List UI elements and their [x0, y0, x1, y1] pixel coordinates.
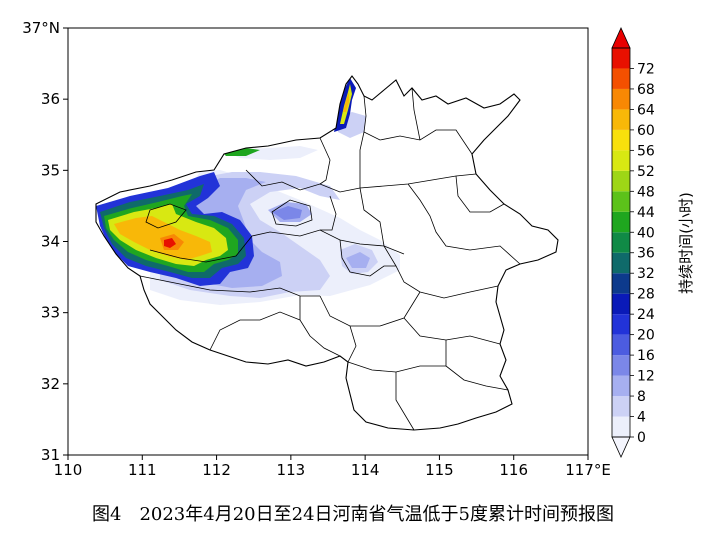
colorbar-segment [612, 396, 630, 417]
county-boundary [319, 291, 421, 327]
colorbar-segment [612, 48, 630, 69]
colorbar-segment [612, 232, 630, 253]
colorbar-tick-label: 72 [637, 61, 655, 77]
contour-fill-north-strip-hot [343, 92, 349, 112]
county-boundary [299, 296, 341, 357]
contour-fill-12-16 [272, 206, 302, 220]
colorbar-segment [612, 293, 630, 315]
county-boundary [320, 195, 337, 231]
contour-fill-north-band [222, 148, 260, 156]
lat-tick-label: 37°N [22, 19, 60, 37]
contour-fill-8-12-c [346, 252, 370, 268]
latitude-axis: 31 32 33 34 35 36 37°N [22, 19, 68, 464]
lat-tick-label: 34 [41, 233, 60, 251]
boundaries [95, 75, 559, 431]
colorbar-segment [612, 129, 630, 151]
colorbar-segment [612, 314, 630, 335]
colorbar-tick-label: 60 [637, 123, 655, 139]
county-boundary [359, 187, 385, 247]
colorbar-tick-label: 52 [637, 164, 655, 180]
county-boundary [271, 199, 313, 227]
lon-tick-label: 111 [128, 461, 157, 479]
county-boundary [145, 203, 187, 229]
colorbar-segment [612, 416, 630, 437]
lon-tick-label: 110 [54, 461, 83, 479]
lon-tick-label: 117°E [565, 461, 611, 479]
colorbar-over-extension [611, 27, 631, 49]
longitude-axis: 110 111 112 113 114 115 116 117°E [54, 455, 611, 479]
county-boundary [209, 311, 301, 351]
colorbar-tick-label: 24 [637, 307, 655, 323]
colorbar-title: 持续时间(小时) [677, 192, 695, 294]
lon-tick-label: 116 [499, 461, 528, 479]
colorbar-tick-label: 48 [637, 184, 655, 200]
colorbar-segment [612, 334, 630, 356]
colorbar-segment [612, 68, 630, 89]
colorbar-tick-label: 12 [637, 369, 655, 385]
lon-tick-label: 113 [277, 461, 306, 479]
county-boundary [339, 239, 396, 277]
colorbar-outline [611, 47, 631, 438]
colorbar-tick-label: 0 [637, 430, 646, 446]
lon-tick-label: 115 [425, 461, 454, 479]
colorbar-segment [612, 273, 630, 294]
contour-fill-over-72 [164, 238, 176, 248]
lat-tick-label: 36 [41, 90, 60, 108]
colorbar-segment [612, 252, 630, 274]
colorbar-segment [612, 355, 630, 376]
colorbar-segment [612, 88, 630, 110]
lon-tick-label: 112 [202, 461, 231, 479]
lat-tick-label: 35 [41, 161, 60, 179]
figure-caption: 图4 2023年4月20日至24日河南省气温低于5度累计时间预报图 [92, 504, 614, 525]
county-boundary [359, 95, 367, 188]
colorbar-segment [612, 191, 630, 212]
colorbar-tick-label: 28 [637, 287, 655, 303]
county-boundary [319, 137, 331, 185]
province-boundary [95, 75, 559, 431]
colorbar-under-extension [611, 436, 631, 458]
county-boundary [149, 235, 253, 263]
colorbar-tick-label: 16 [637, 348, 655, 364]
county-boundary [411, 87, 421, 141]
colorbar-segment [612, 211, 630, 233]
county-boundary [445, 340, 509, 391]
lat-tick-label: 33 [41, 304, 60, 322]
colorbar-tick-label: 40 [637, 225, 655, 241]
colorbar-tick-label: 8 [637, 389, 646, 405]
county-boundary [251, 229, 405, 255]
colorbar-tick-label: 64 [637, 102, 655, 118]
colorbar-tick-label: 56 [637, 143, 655, 159]
county-boundary [347, 325, 357, 363]
colorbar-segment [612, 150, 630, 171]
county-boundary [407, 183, 521, 265]
colorbar-tick-label: 32 [637, 266, 655, 282]
colorbar-segment [612, 375, 630, 397]
colorbar-tick-label: 20 [637, 328, 655, 344]
colorbar-tick-label: 68 [637, 82, 655, 98]
county-boundary [395, 372, 415, 431]
colorbar-tick-label: 44 [637, 205, 655, 221]
colorbar-segment [612, 109, 630, 130]
county-boundary [455, 175, 505, 213]
colorbar-tick-label: 36 [637, 246, 655, 262]
lat-tick-label: 32 [41, 375, 60, 393]
colorbar-tick-label: 4 [637, 410, 646, 426]
lat-tick-label: 31 [41, 446, 60, 464]
colorbar-segment [612, 170, 630, 192]
lon-tick-label: 114 [351, 461, 380, 479]
county-boundary [245, 169, 477, 193]
